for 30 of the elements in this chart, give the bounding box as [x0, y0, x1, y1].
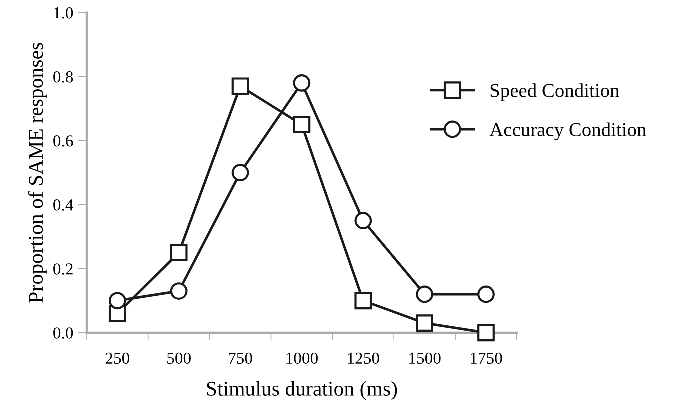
x-tick-label: 1500 — [410, 352, 441, 364]
y-tick-label: 0.8 — [54, 71, 74, 83]
legend-label: Speed Condition — [490, 84, 620, 102]
x-tick-label: 500 — [168, 352, 191, 364]
y-tick-label: 0.4 — [54, 200, 74, 211]
point — [232, 164, 250, 182]
point — [416, 314, 434, 332]
point — [170, 244, 188, 262]
y-tick-label: 0.6 — [54, 136, 74, 147]
point — [354, 212, 372, 230]
x-tick-label: 250 — [106, 352, 130, 364]
point — [478, 286, 495, 304]
y-tick-label: 0.0 — [54, 328, 74, 339]
x-tick-label: 1250 — [348, 352, 380, 364]
point — [232, 78, 250, 96]
x-tick-label: 750 — [229, 352, 252, 364]
y-axis-title: Proportion of SAME responses — [28, 43, 48, 303]
point — [416, 286, 434, 304]
point — [108, 292, 126, 310]
point — [478, 324, 495, 342]
point — [170, 282, 188, 300]
point — [293, 74, 311, 92]
point — [293, 116, 311, 134]
x-axis-title: Stimulus duration (ms) — [207, 381, 398, 400]
point — [354, 292, 372, 310]
y-tick-label: 0.2 — [54, 264, 73, 275]
legend-label: Accuracy Condition — [490, 122, 646, 140]
x-tick-label: 1000 — [286, 352, 318, 364]
x-tick-label: 1750 — [471, 352, 502, 364]
y-tick-label: 1.0 — [54, 7, 74, 19]
